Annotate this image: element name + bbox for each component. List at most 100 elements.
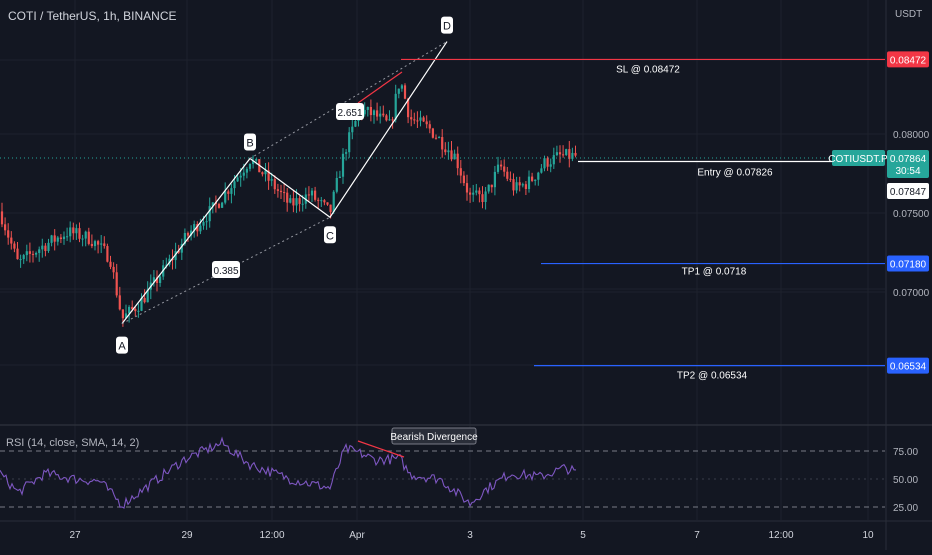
candle-up — [208, 206, 211, 222]
mark-price-tag-bg — [887, 183, 929, 199]
candle-down — [407, 98, 410, 118]
candle-up — [221, 202, 224, 208]
candle-down — [314, 190, 317, 200]
candle-down — [385, 115, 388, 121]
price-tag-text-tp2: 0.06534 — [890, 362, 927, 373]
candle-up — [351, 126, 354, 133]
candle-down — [462, 175, 465, 184]
level-label-sl: SL @ 0.08472 — [616, 64, 680, 75]
candle-down — [562, 154, 565, 156]
candle-down — [478, 190, 481, 195]
candle-up — [41, 245, 44, 250]
candle-up — [295, 198, 298, 206]
candle-up — [540, 168, 543, 173]
candle-up — [242, 172, 245, 176]
candle-up — [146, 289, 149, 303]
candle-up — [320, 200, 323, 202]
candle-up — [289, 198, 292, 203]
ratio-label-bg — [212, 261, 240, 278]
rsi-divergence-line — [357, 440, 405, 458]
pattern-point-label: B — [246, 137, 253, 149]
candle-up — [453, 153, 456, 160]
candle-up — [183, 233, 186, 244]
candle-down — [53, 235, 56, 242]
mark-price-tag: 0.07847 — [890, 187, 927, 198]
candle-down — [78, 228, 81, 239]
candle-down — [413, 119, 416, 121]
candle-up — [152, 277, 155, 283]
candle-up — [69, 227, 72, 237]
pattern-point-label: C — [326, 230, 334, 242]
candle-up — [81, 238, 84, 240]
candle-down — [391, 119, 394, 121]
candle-down — [286, 192, 289, 203]
candle-down — [558, 152, 562, 155]
candle-up — [484, 191, 487, 202]
candle-down — [97, 241, 100, 245]
candle-down — [531, 176, 534, 181]
rsi-tick-label: 75.00 — [893, 447, 918, 458]
divergence-label: Bearish Divergence — [390, 432, 478, 443]
candle-up — [202, 222, 205, 226]
candle-up — [496, 164, 500, 172]
candle-up — [233, 181, 236, 189]
candle-down — [369, 106, 372, 116]
currency-label: USDT — [895, 9, 923, 20]
chart-title: COTI / TetherUS, 1h, BINANCE — [8, 9, 177, 23]
candle-down — [196, 224, 199, 232]
candle-down — [276, 189, 279, 191]
rsi-tick-label: 50.00 — [893, 475, 918, 486]
candle-down — [444, 149, 447, 153]
ratio-label: 2.651 — [337, 108, 362, 119]
candle-down — [90, 243, 93, 247]
ratio-label-bg — [336, 103, 364, 120]
candle-up — [62, 236, 66, 240]
candle-down — [59, 237, 62, 240]
candle-down — [186, 233, 190, 236]
x-tick-label: 12:00 — [768, 530, 793, 541]
x-tick-label: 12:00 — [259, 530, 284, 541]
candle-up — [515, 182, 518, 191]
candle-up — [124, 313, 128, 319]
candle-up — [93, 241, 97, 247]
candle-up — [366, 106, 369, 110]
candle-up — [400, 85, 403, 89]
candle-down — [134, 308, 137, 312]
candle-up — [521, 184, 524, 186]
level-label-entry: Entry @ 0.07826 — [697, 167, 773, 178]
candle-down — [459, 168, 462, 176]
rsi-line — [0, 436, 577, 509]
candle-up — [372, 110, 376, 116]
candle-up — [565, 149, 568, 155]
candle-up — [338, 176, 341, 178]
bar-countdown: 30:54 — [895, 166, 920, 177]
candle-down — [422, 117, 425, 122]
candle-down — [431, 128, 434, 138]
x-tick-label: 5 — [580, 530, 586, 541]
candle-down — [441, 137, 444, 150]
candle-up — [475, 190, 478, 193]
candle-up — [19, 259, 22, 261]
candle-down — [16, 248, 19, 260]
price-tag-sl — [887, 51, 929, 68]
candle-down — [4, 224, 7, 231]
candle-up — [255, 159, 258, 161]
rsi-indicator-label[interactable]: RSI (14, close, SMA, 14, 2) — [6, 437, 140, 449]
candle-up — [38, 249, 41, 253]
candle-up — [348, 132, 351, 153]
candle-up — [354, 121, 357, 127]
candle-down — [518, 182, 521, 186]
candle-up — [388, 119, 391, 121]
divergence-label-bg — [391, 427, 477, 445]
candle-down — [509, 178, 512, 180]
candle-up — [345, 152, 348, 154]
candle-down — [87, 231, 90, 244]
candle-down — [279, 190, 283, 193]
candle-down — [103, 243, 106, 247]
current-price-tag-bg — [887, 150, 929, 178]
price-tag-tp1 — [887, 255, 929, 272]
candle-up — [236, 177, 239, 182]
price-tag-text-tp1: 0.07180 — [890, 260, 927, 271]
